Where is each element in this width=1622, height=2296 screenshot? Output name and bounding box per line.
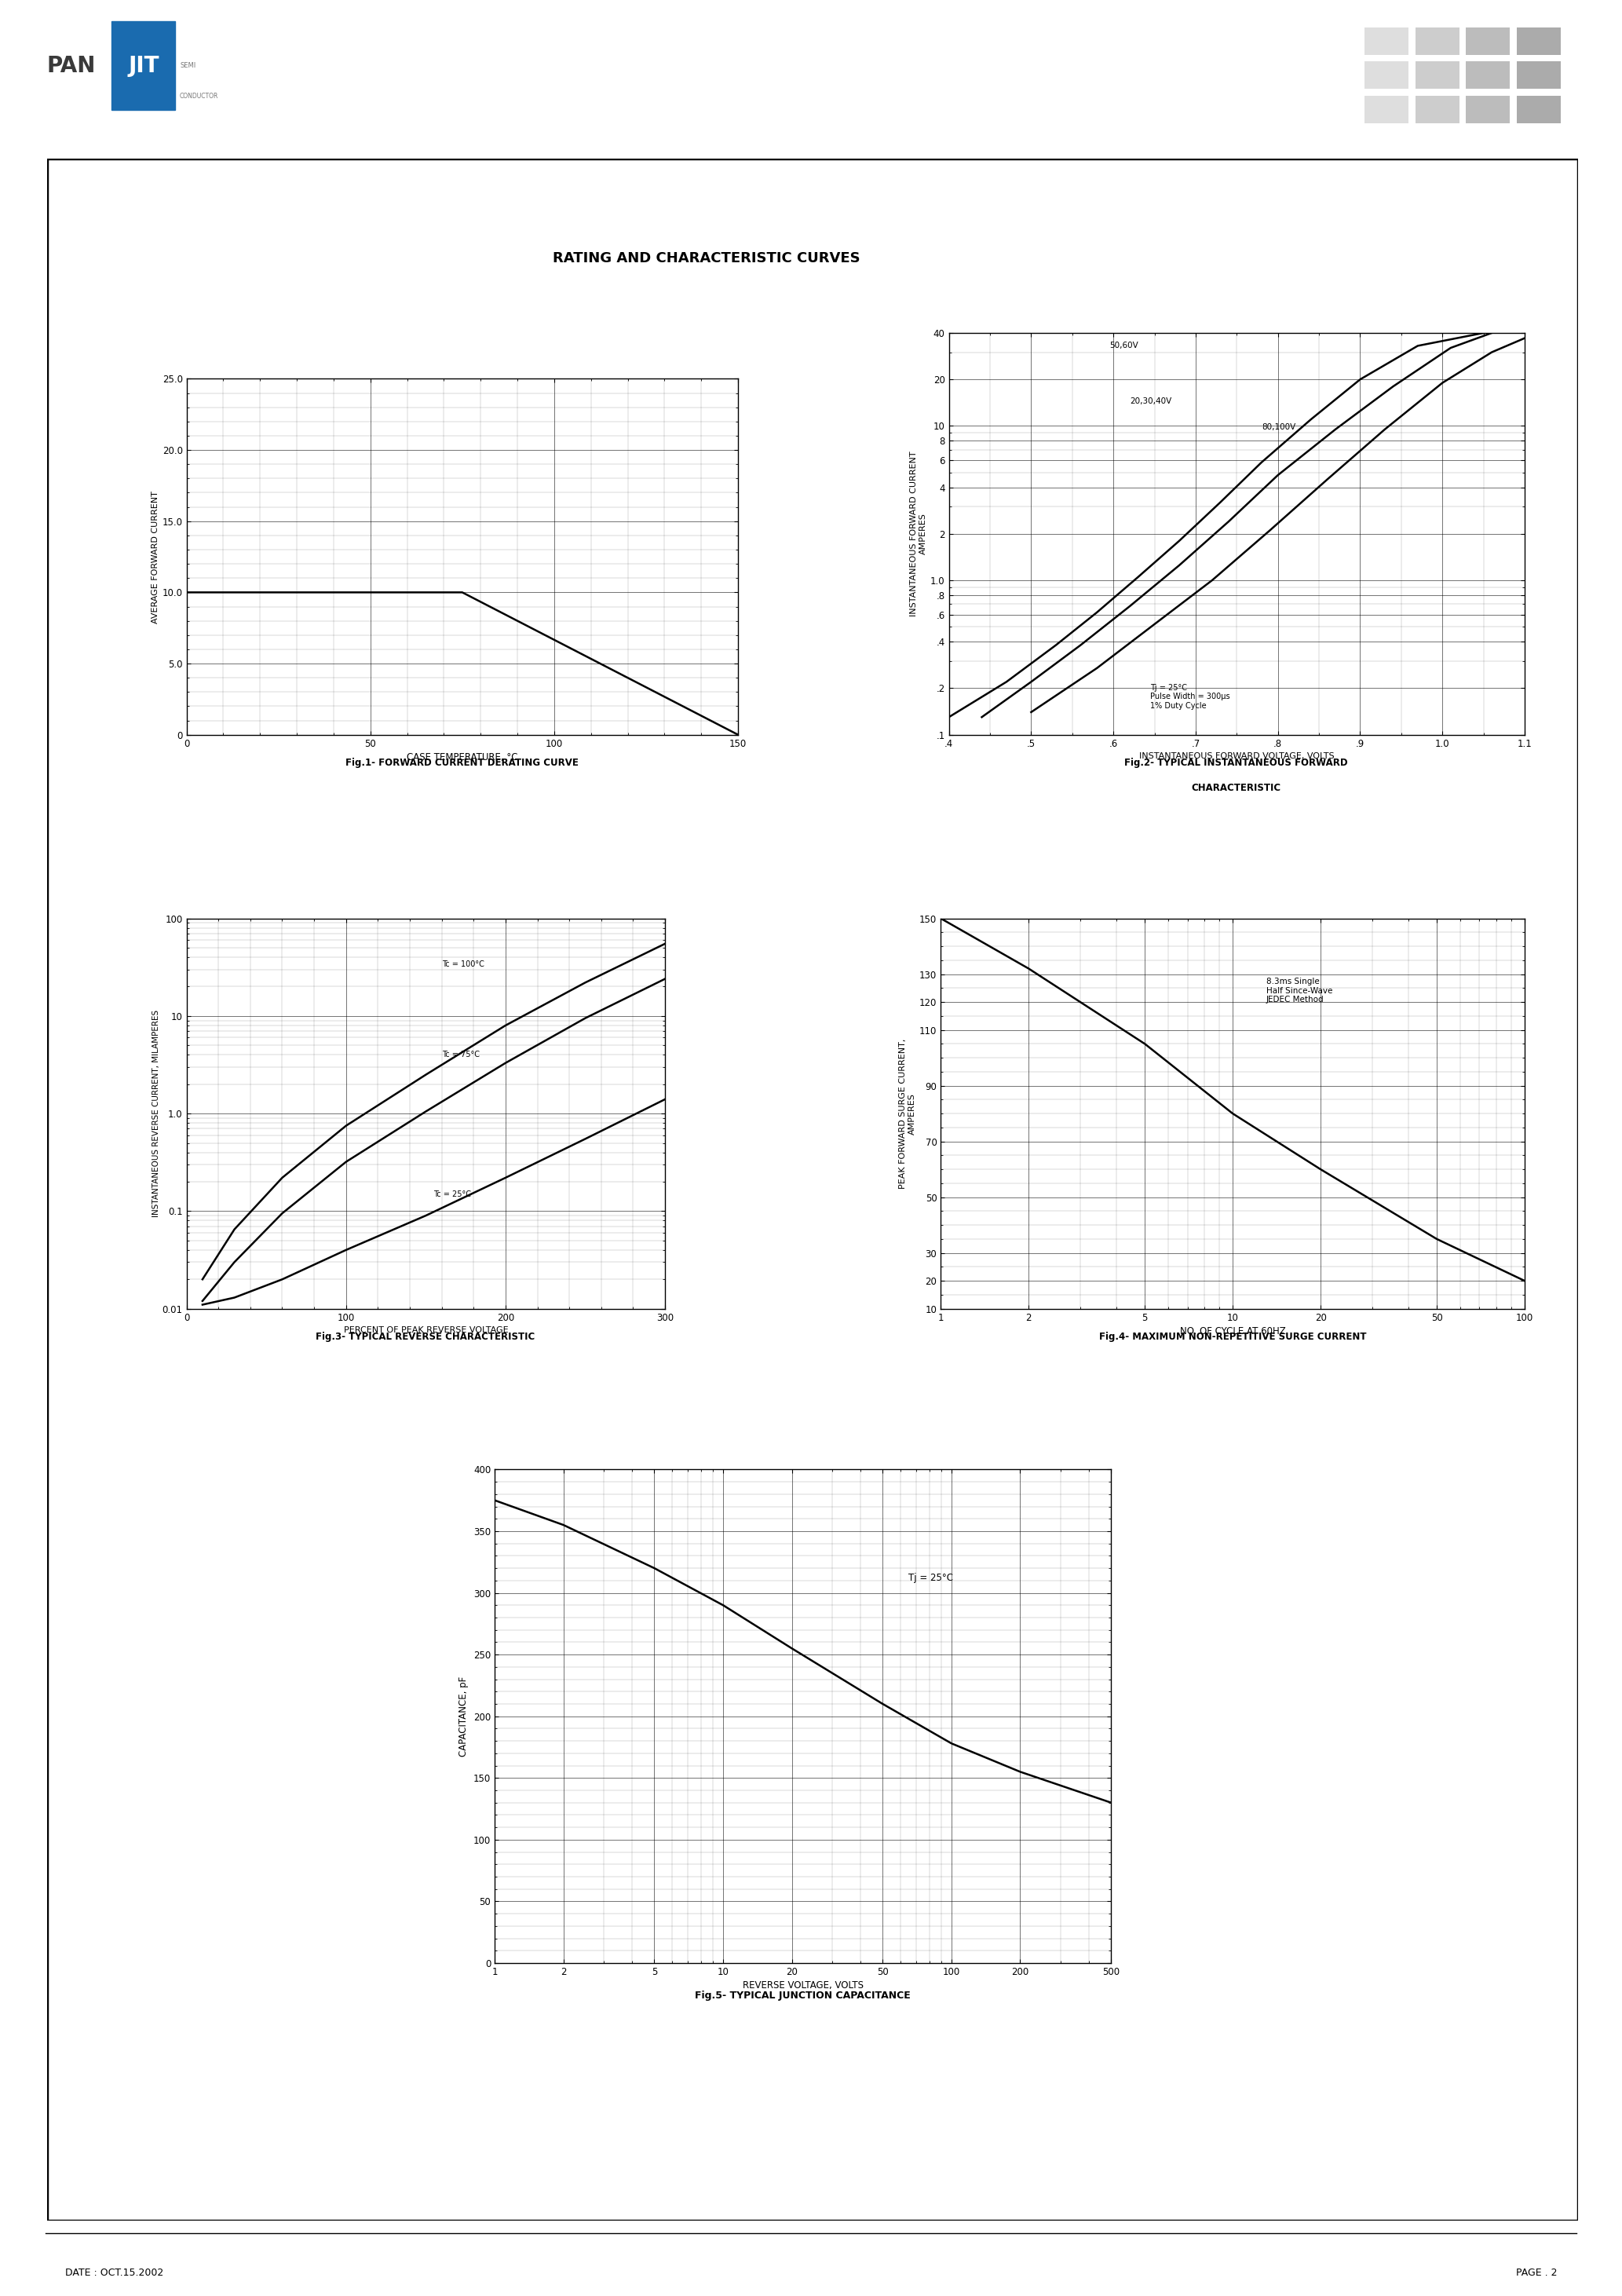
FancyBboxPatch shape	[112, 21, 175, 110]
Y-axis label: CAPACITANCE, pF: CAPACITANCE, pF	[459, 1676, 469, 1756]
X-axis label: CASE TEMPERATURE, °C: CASE TEMPERATURE, °C	[407, 753, 517, 762]
Text: Tj = 25°C: Tj = 25°C	[908, 1573, 954, 1582]
Text: Tc = 25°C: Tc = 25°C	[433, 1192, 472, 1199]
Bar	[1414, 62, 1460, 90]
Bar	[1364, 96, 1408, 124]
Bar	[1517, 28, 1560, 55]
Bar	[1466, 28, 1510, 55]
Text: Fig.1- FORWARD CURRENT DERATING CURVE: Fig.1- FORWARD CURRENT DERATING CURVE	[345, 758, 579, 767]
X-axis label: PERCENT OF PEAK REVERSE VOLTAGE: PERCENT OF PEAK REVERSE VOLTAGE	[344, 1327, 508, 1334]
Text: PAN: PAN	[47, 55, 96, 76]
Bar	[1364, 62, 1408, 90]
Bar	[1414, 28, 1460, 55]
FancyBboxPatch shape	[47, 158, 1578, 2220]
Y-axis label: INSTANTANEOUS FORWARD CURRENT
AMPERES: INSTANTANEOUS FORWARD CURRENT AMPERES	[910, 450, 928, 618]
Text: DATE : OCT.15.2002: DATE : OCT.15.2002	[65, 2268, 164, 2278]
Text: Fig.5- TYPICAL JUNCTION CAPACITANCE: Fig.5- TYPICAL JUNCTION CAPACITANCE	[696, 1991, 910, 2000]
Text: 80,100V: 80,100V	[1262, 422, 1296, 432]
Y-axis label: AVERAGE FORWARD CURRENT: AVERAGE FORWARD CURRENT	[151, 491, 159, 622]
Text: Tc = 75°C: Tc = 75°C	[441, 1052, 480, 1058]
Text: Fig.4- MAXIMUM NON-REPETITIVE SURGE CURRENT: Fig.4- MAXIMUM NON-REPETITIVE SURGE CURR…	[1100, 1332, 1366, 1341]
Text: Tc = 100°C: Tc = 100°C	[441, 960, 483, 969]
Text: 50,60V: 50,60V	[1109, 342, 1139, 349]
Text: Fig.3- TYPICAL REVERSE CHARACTERISTIC: Fig.3- TYPICAL REVERSE CHARACTERISTIC	[315, 1332, 535, 1341]
Text: 8.3ms Single
Half Since-Wave
JEDEC Method: 8.3ms Single Half Since-Wave JEDEC Metho…	[1267, 978, 1332, 1003]
Text: CHARACTERISTIC: CHARACTERISTIC	[1191, 783, 1281, 792]
Text: SEMI: SEMI	[180, 62, 196, 69]
Text: RATING AND CHARACTERISTIC CURVES: RATING AND CHARACTERISTIC CURVES	[553, 250, 860, 266]
Text: JIT: JIT	[128, 55, 159, 76]
Text: 20,30,40V: 20,30,40V	[1131, 397, 1171, 404]
Bar	[1517, 62, 1560, 90]
X-axis label: NO. OF CYCLE AT 60HZ: NO. OF CYCLE AT 60HZ	[1179, 1327, 1286, 1336]
Bar	[1466, 62, 1510, 90]
Bar	[1466, 96, 1510, 124]
Y-axis label: PEAK FORWARD SURGE CURRENT,
AMPERES: PEAK FORWARD SURGE CURRENT, AMPERES	[899, 1038, 916, 1189]
Bar	[1364, 28, 1408, 55]
Bar	[1517, 96, 1560, 124]
Text: PAGE . 2: PAGE . 2	[1517, 2268, 1557, 2278]
Y-axis label: INSTANTANEOUS REVERSE CURRENT, MILAMPERES: INSTANTANEOUS REVERSE CURRENT, MILAMPERE…	[152, 1010, 161, 1217]
Text: CONDUCTOR: CONDUCTOR	[180, 92, 219, 99]
Bar	[1414, 96, 1460, 124]
Text: Tj = 25°C
Pulse Width = 300μs
1% Duty Cycle: Tj = 25°C Pulse Width = 300μs 1% Duty Cy…	[1150, 684, 1229, 709]
X-axis label: INSTANTANEOUS FORWARD VOLTAGE, VOLTS: INSTANTANEOUS FORWARD VOLTAGE, VOLTS	[1139, 753, 1335, 760]
X-axis label: REVERSE VOLTAGE, VOLTS: REVERSE VOLTAGE, VOLTS	[743, 1981, 863, 1991]
Text: Fig.2- TYPICAL INSTANTANEOUS FORWARD: Fig.2- TYPICAL INSTANTANEOUS FORWARD	[1124, 758, 1348, 767]
